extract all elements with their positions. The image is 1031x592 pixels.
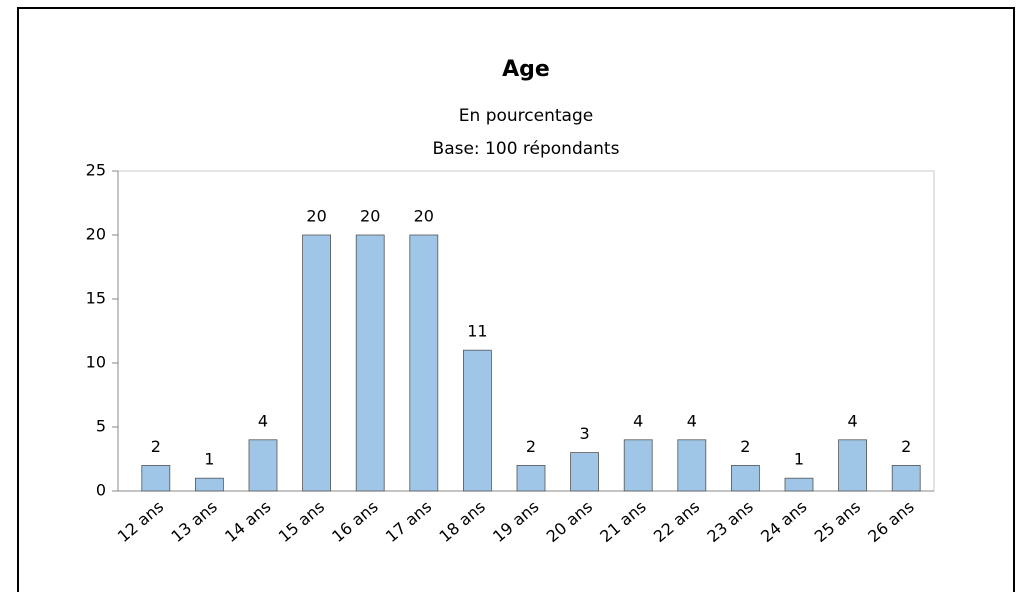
chart-subtitle: En pourcentage bbox=[459, 106, 593, 126]
bar bbox=[462, 349, 492, 492]
bar bbox=[141, 464, 171, 492]
data-label: 1 bbox=[204, 450, 214, 469]
data-label: 20 bbox=[360, 207, 380, 226]
data-label: 4 bbox=[687, 411, 697, 430]
y-tick-label: 10 bbox=[86, 353, 106, 372]
data-label: 1 bbox=[794, 450, 804, 469]
bar bbox=[838, 439, 867, 492]
data-label: 20 bbox=[414, 207, 434, 226]
bar bbox=[516, 464, 546, 492]
data-label: 3 bbox=[580, 424, 590, 443]
bar bbox=[302, 234, 332, 492]
data-label: 2 bbox=[740, 437, 750, 456]
data-label: 2 bbox=[526, 437, 536, 456]
data-label: 20 bbox=[306, 207, 326, 226]
bar bbox=[409, 234, 439, 492]
bar bbox=[355, 234, 385, 492]
y-tick-label: 25 bbox=[86, 161, 106, 180]
bar bbox=[194, 477, 224, 492]
frame bbox=[17, 7, 1015, 592]
bar bbox=[623, 439, 653, 492]
bar bbox=[677, 439, 707, 492]
bar bbox=[248, 439, 278, 492]
bar bbox=[784, 477, 814, 492]
bar bbox=[570, 452, 599, 492]
data-label: 4 bbox=[633, 411, 643, 430]
data-label: 2 bbox=[901, 437, 911, 456]
y-tick-label: 20 bbox=[86, 225, 106, 244]
y-tick-label: 5 bbox=[96, 417, 106, 436]
data-label: 4 bbox=[848, 411, 858, 430]
data-label: 11 bbox=[467, 322, 487, 341]
chart-subtitle: Base: 100 répondants bbox=[433, 139, 620, 159]
data-label: 2 bbox=[151, 437, 161, 456]
y-tick-label: 0 bbox=[96, 481, 106, 500]
bar bbox=[731, 464, 760, 492]
data-label: 4 bbox=[258, 411, 268, 430]
y-tick-label: 15 bbox=[86, 289, 106, 308]
chart-title: Age bbox=[502, 57, 550, 82]
bar bbox=[891, 464, 921, 492]
